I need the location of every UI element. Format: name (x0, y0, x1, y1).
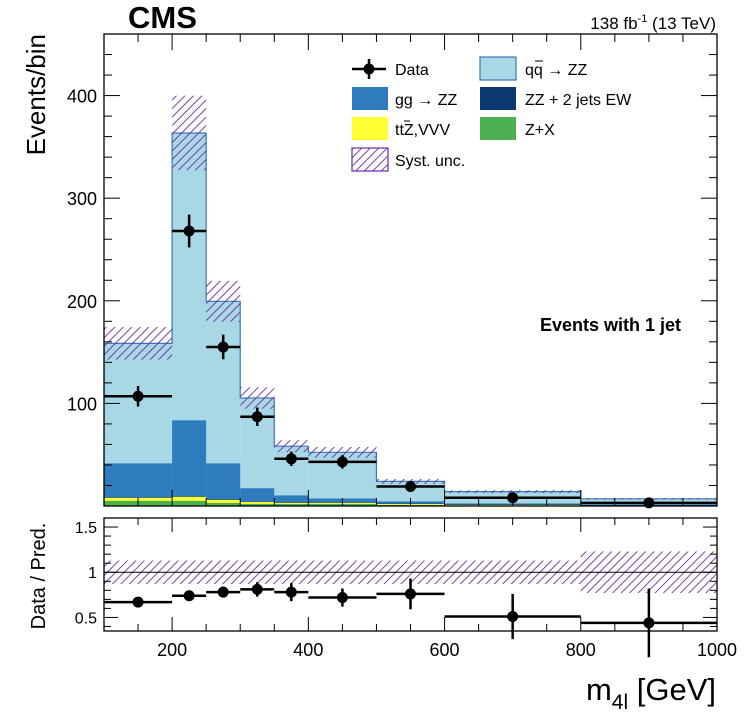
ratio-point-5 (308, 588, 377, 607)
data-point-3 (240, 407, 275, 426)
ratio-point-7 (444, 593, 581, 640)
legend-data-marker (363, 63, 375, 75)
main-y-axis-label: Events/bin (21, 34, 51, 155)
legend-ggzz: gg → ZZ (352, 87, 457, 110)
syst-band-bin-0 (104, 327, 173, 360)
ratio-y-axis-label: Data / Pred. (28, 523, 50, 630)
ratio-point-4 (274, 583, 309, 602)
x-tick-label-0: 200 (157, 640, 187, 660)
x-tick-label-1: 400 (293, 640, 323, 660)
stack-bar-z-x-4 (274, 503, 309, 506)
syst-band-bin-4 (274, 440, 309, 453)
stack-bar-z-x-1 (172, 500, 207, 506)
svg-text:ZZ + 2 jets EW: ZZ + 2 jets EW (525, 92, 632, 109)
ratio-point-6 (376, 578, 445, 610)
data-point-1 (172, 214, 207, 248)
ratio-y-tick-label-2: 1.5 (75, 520, 97, 537)
stack-bar-gg-zz-1 (172, 420, 207, 506)
main-axis-ticks (103, 33, 718, 507)
legend: Data qq → ZZ gg → ZZ ZZ + 2 jets EW ttZ,… (351, 56, 632, 172)
x-tick-label-4: 1000 (697, 640, 737, 660)
stack-bar-gg-zz-2 (206, 463, 241, 506)
x-axis-label: m4l [GeV] (586, 672, 716, 714)
ratio-points (104, 578, 717, 658)
svg-text:Z+X: Z+X (525, 122, 555, 139)
ratio-y-tick-label-0: 0.5 (75, 610, 97, 627)
syst-band-bin-5 (308, 446, 377, 458)
legend-data: Data (352, 59, 429, 79)
legend-zx: Z+X (480, 117, 555, 140)
ratio-axis-ticks (103, 517, 718, 631)
category-annotation: Events with 1 jet (540, 315, 681, 335)
legend-zzjj-ew: ZZ + 2 jets EW (480, 87, 632, 110)
data-point-4 (274, 451, 309, 466)
data-point-7 (444, 492, 581, 504)
legend-qqzz: qq → ZZ (479, 56, 587, 81)
stack-bar-gg-zz-4 (274, 495, 309, 506)
ratio-y-tick-labels: 0.5 1 1.5 (75, 520, 97, 627)
ratio-y-tick-label-1: 1 (88, 565, 97, 582)
ratio-point-2 (206, 586, 241, 598)
experiment-label: CMS (128, 0, 197, 35)
syst-band-bin-3 (240, 387, 275, 409)
syst-band-bin-7 (444, 490, 581, 494)
stack-bar-z-x-3 (240, 503, 275, 506)
ratio-point-1 (172, 590, 207, 602)
main-y-tick-labels: 100 200 300 400 (67, 87, 97, 415)
ratio-point-0 (104, 596, 173, 608)
x-tick-label-2: 600 (430, 640, 460, 660)
stack-bar-gg-zz-3 (240, 488, 275, 506)
y-tick-label-3: 400 (67, 87, 97, 107)
legend-ttz-vvv: ttZ,VVV (352, 117, 450, 140)
data-point-5 (308, 455, 377, 469)
x-tick-label-3: 800 (566, 640, 596, 660)
data-point-6 (376, 481, 445, 493)
lumi-label: 138 fb-1 (13 TeV) (590, 13, 716, 33)
svg-text:gg → ZZ: gg → ZZ (395, 92, 457, 109)
y-tick-label-0: 100 (67, 394, 97, 414)
svg-text:Syst. unc.: Syst. unc. (395, 153, 465, 170)
y-tick-label-2: 300 (67, 189, 97, 209)
syst-band-bin-2 (206, 280, 241, 322)
legend-syst: Syst. unc. (351, 147, 465, 172)
svg-text:Data: Data (395, 62, 429, 79)
ratio-point-8 (580, 588, 717, 658)
data-point-2 (206, 334, 241, 360)
x-tick-labels: 200 400 600 800 1000 (157, 640, 737, 660)
data-point-0 (104, 385, 173, 407)
ratio-point-3 (240, 582, 275, 597)
y-tick-label-1: 200 (67, 292, 97, 312)
svg-text:qq → ZZ: qq → ZZ (525, 62, 587, 79)
stack-bar-z-x-2 (206, 502, 241, 506)
syst-band-bin-1 (172, 95, 207, 171)
svg-text:ttZ,VVV: ttZ,VVV (395, 122, 450, 139)
